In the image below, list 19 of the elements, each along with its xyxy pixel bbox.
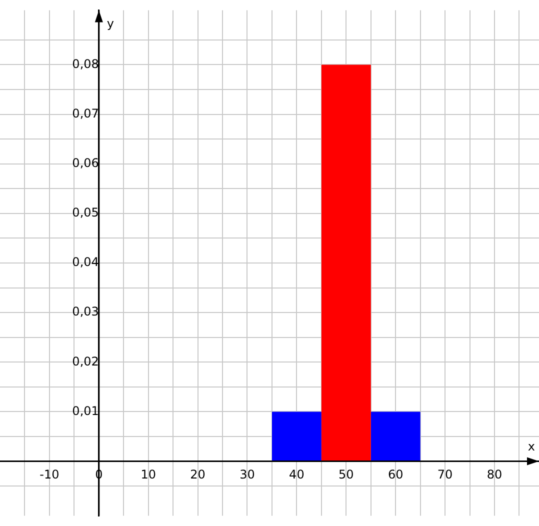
x-tick-label: 50 [338,468,354,482]
x-tick-label: 10 [140,468,156,482]
x-axis-title: x [528,439,535,454]
y-tick-label: 0,07 [72,106,99,120]
x-tick-label: 20 [190,468,206,482]
y-tick-label: 0,06 [72,156,99,170]
x-tick-label: 30 [240,468,255,482]
y-axis-title: y [106,16,114,30]
y-tick-label: 0,03 [72,304,99,319]
x-tick-label: 80 [486,468,502,482]
x-tick-label: -10 [40,468,60,482]
y-tick-label: 0,08 [72,56,99,71]
x-tick-label: 70 [437,468,453,482]
y-tick-label: 0,05 [72,206,99,220]
x-tick-label: 60 [388,468,404,482]
y-tick-label: 0,04 [72,255,99,270]
y-tick-label: 0,01 [72,404,99,418]
y-tick-label: 0,02 [72,354,99,368]
x-tick-label: 40 [289,468,304,482]
